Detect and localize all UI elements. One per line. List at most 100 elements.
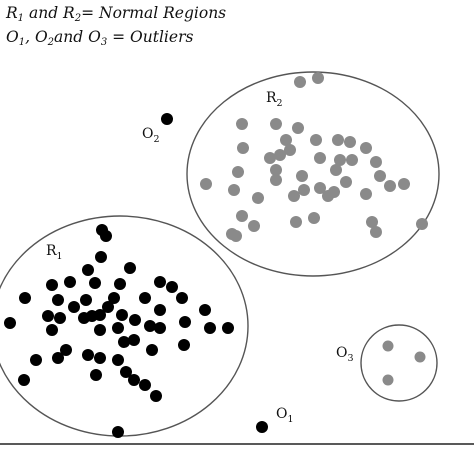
region-r1-point (120, 366, 132, 378)
region-r1-point (108, 292, 120, 304)
label-o1: O1 (276, 406, 294, 425)
region-r1-point (46, 324, 58, 336)
region-r1-point (30, 354, 42, 366)
region-r1-point (199, 304, 211, 316)
region-r2-point (360, 188, 372, 200)
region-r1-point (46, 279, 58, 291)
region-r2-point (237, 142, 249, 154)
region-r1-point (166, 281, 178, 293)
region-r2-point (270, 118, 282, 130)
region-r1-point (124, 262, 136, 274)
region-r1-point (94, 324, 106, 336)
region-r2-point (346, 154, 358, 166)
region-r2-point (334, 154, 346, 166)
region-r1-point (52, 352, 64, 364)
region-r2-point (344, 136, 356, 148)
region-r2-point (330, 164, 342, 176)
region-r1-point (128, 374, 140, 386)
region-r1-point (129, 314, 141, 326)
region-r2-point (332, 134, 344, 146)
region-r1-point (114, 278, 126, 290)
region-r1-point (176, 292, 188, 304)
region-r2-point (340, 176, 352, 188)
outlier-o3-point (414, 351, 426, 363)
outlier-o3-point (382, 340, 394, 352)
region-r1-point (64, 276, 76, 288)
region-r1-point (80, 294, 92, 306)
region-r1-point (179, 316, 191, 328)
region-r2-point (398, 178, 410, 190)
region-r1-point (18, 374, 30, 386)
legend-line-outliers: O1, O2and O3 = Outliers (6, 28, 194, 48)
outlier-o3-point (382, 374, 394, 386)
region-r1-point (154, 276, 166, 288)
region-r2-point (236, 210, 248, 222)
region-r2-point (284, 144, 296, 156)
region-r1-point (4, 317, 16, 329)
region-r1-point (116, 309, 128, 321)
outlier-o2-point (161, 113, 173, 125)
region-r2-point (248, 220, 260, 232)
region-r1-point (144, 320, 156, 332)
region-r1-point (94, 352, 106, 364)
region-r2-point (252, 192, 264, 204)
region-r2-point (328, 186, 340, 198)
region-r1-points (4, 224, 234, 438)
region-r2-points (200, 72, 428, 242)
region-r2-point (298, 184, 310, 196)
region-r1-point (150, 390, 162, 402)
region-r1-point (112, 322, 124, 334)
region-r2-point (312, 72, 324, 84)
region-r1-point (139, 379, 151, 391)
region-r2-point (296, 170, 308, 182)
region-r1-point (60, 344, 72, 356)
region-r2-point (360, 142, 372, 154)
region-r2-point (310, 134, 322, 146)
legend: R1 and R2= Normal Regions O1, O2and O3 =… (6, 4, 226, 52)
legend-line-regions: R1 and R2= Normal Regions (6, 4, 227, 24)
region-r2-point (270, 164, 282, 176)
region-r1-point (204, 322, 216, 334)
outlier-o1-point (256, 421, 268, 433)
region-r2-point (264, 152, 276, 164)
region-r1-point (222, 322, 234, 334)
label-r1: R1 (46, 243, 63, 262)
region-r1-point (128, 334, 140, 346)
region-r2-point (374, 170, 386, 182)
region-r1-point (118, 336, 130, 348)
region-r2-point (416, 218, 428, 230)
region-r1-point (90, 369, 102, 381)
region-r2-point (292, 122, 304, 134)
region-r1-point (95, 251, 107, 263)
region-r1-point (89, 277, 101, 289)
region-r1-point (42, 310, 54, 322)
outlier-o3-points (382, 340, 426, 386)
region-r1-point (54, 312, 66, 324)
region-r2-point (314, 152, 326, 164)
region-r1-point (19, 292, 31, 304)
region-r2-point (274, 149, 286, 161)
region-r2-point (366, 216, 378, 228)
region-r1-point (100, 230, 112, 242)
region-r1-point (139, 292, 151, 304)
region-r1-point (154, 322, 166, 334)
region-r2-point (314, 182, 326, 194)
region-r2-point (288, 190, 300, 202)
region-r2-point (270, 174, 282, 186)
region-r2-point (228, 184, 240, 196)
region-r1-point (146, 344, 158, 356)
region-r2-point (308, 212, 320, 224)
region-r2-point (294, 76, 306, 88)
region-r2-outline (186, 71, 440, 277)
region-r2-point (280, 134, 292, 146)
region-r1-point (112, 354, 124, 366)
region-r2-point (230, 230, 242, 242)
region-r1-point (82, 349, 94, 361)
region-r1-point (82, 264, 94, 276)
region-r1-point (178, 339, 190, 351)
region-r2-point (370, 226, 382, 238)
region-r1-point (68, 301, 80, 313)
label-o2: O2 (142, 126, 160, 145)
region-r1-point (154, 304, 166, 316)
